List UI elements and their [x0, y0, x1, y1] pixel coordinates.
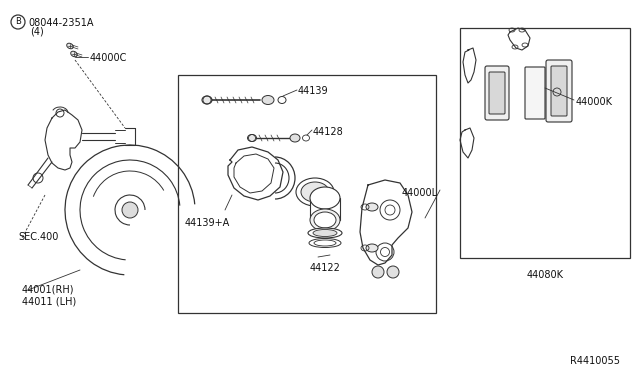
Ellipse shape [301, 182, 329, 202]
Ellipse shape [310, 187, 340, 209]
Text: 44080K: 44080K [527, 270, 563, 280]
Text: 44139+A: 44139+A [185, 218, 230, 228]
Ellipse shape [262, 96, 274, 105]
Ellipse shape [309, 238, 341, 247]
Text: (4): (4) [30, 27, 44, 37]
Ellipse shape [296, 178, 334, 206]
Ellipse shape [67, 43, 73, 49]
Text: 44128: 44128 [313, 127, 344, 137]
Ellipse shape [308, 228, 342, 238]
Text: R4410055: R4410055 [570, 356, 620, 366]
Ellipse shape [290, 134, 300, 142]
Ellipse shape [366, 203, 378, 211]
Ellipse shape [202, 96, 212, 104]
FancyBboxPatch shape [489, 72, 505, 114]
Text: 44139: 44139 [298, 86, 328, 96]
Ellipse shape [310, 209, 340, 231]
Circle shape [122, 202, 138, 218]
Ellipse shape [248, 135, 257, 141]
Text: 44000L: 44000L [402, 188, 438, 198]
Text: 08044-2351A: 08044-2351A [28, 18, 93, 28]
Circle shape [11, 15, 25, 29]
Ellipse shape [314, 212, 336, 228]
FancyBboxPatch shape [546, 60, 572, 122]
Ellipse shape [313, 230, 337, 237]
Text: 44000K: 44000K [576, 97, 613, 107]
FancyBboxPatch shape [485, 66, 509, 120]
Text: SEC.400: SEC.400 [18, 232, 58, 242]
Bar [460, 28, 630, 258]
Circle shape [387, 266, 399, 278]
FancyBboxPatch shape [525, 67, 545, 119]
Bar [178, 75, 436, 313]
Text: B: B [15, 17, 21, 26]
Text: 44122: 44122 [310, 263, 341, 273]
Text: 44001(RH): 44001(RH) [22, 285, 74, 295]
Ellipse shape [366, 244, 378, 252]
Circle shape [372, 266, 384, 278]
Text: 44000C: 44000C [90, 53, 127, 63]
Text: 44011 (LH): 44011 (LH) [22, 296, 76, 306]
Bar [310, 198, 340, 220]
FancyBboxPatch shape [551, 66, 567, 116]
Ellipse shape [71, 51, 77, 57]
